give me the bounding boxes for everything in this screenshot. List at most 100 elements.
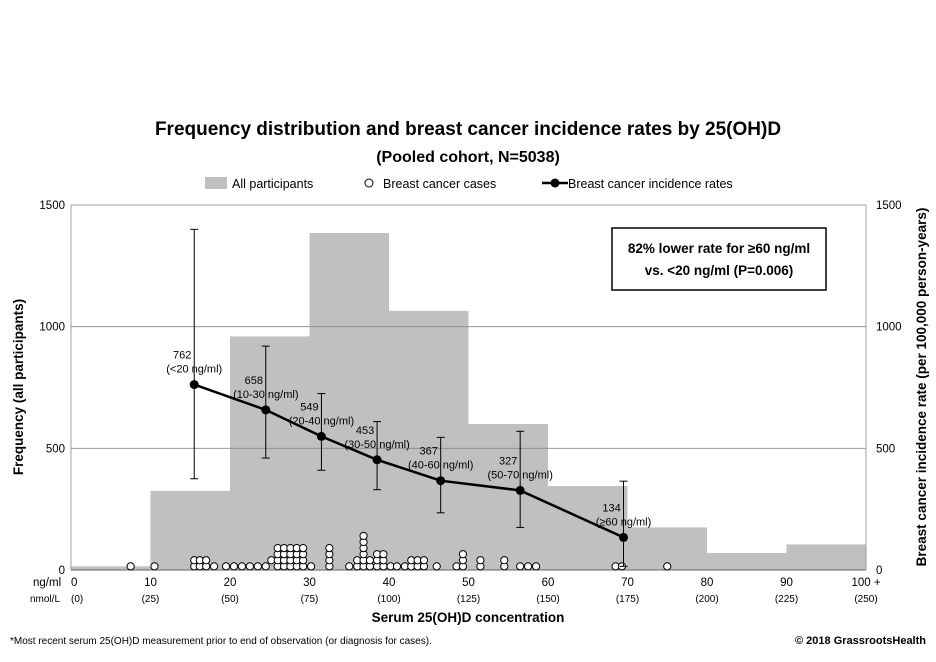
x-tick-nmol-5: (125) bbox=[457, 594, 480, 605]
case-marker-67 bbox=[432, 562, 441, 571]
incidence-value-4: 367 bbox=[419, 446, 437, 458]
chart-subtitle: (Pooled cohort, N=5038) bbox=[376, 149, 560, 166]
incidence-value-0: 762 bbox=[173, 350, 191, 362]
y-tick-left-0: 0 bbox=[59, 565, 65, 577]
incidence-point-6 bbox=[619, 532, 629, 542]
x-tick-1: 10 bbox=[144, 577, 157, 589]
y-axis-title-left: Frequency (all participants) bbox=[11, 299, 26, 475]
case-marker-73 bbox=[476, 556, 485, 565]
incidence-value-3: 453 bbox=[356, 425, 374, 437]
x-tick-nmol-0: (0) bbox=[71, 594, 83, 605]
legend-label-cases: Breast cancer cases bbox=[383, 177, 496, 191]
histogram-bar-2 bbox=[230, 336, 310, 570]
histogram-bar-3 bbox=[309, 232, 389, 570]
y-tick-right-3: 1500 bbox=[876, 200, 902, 212]
x-tick-nmol-3: (75) bbox=[301, 594, 319, 605]
x-tick-nmol-9: (225) bbox=[775, 594, 798, 605]
y-tick-left-2: 1000 bbox=[39, 322, 65, 334]
incidence-point-2 bbox=[316, 431, 326, 441]
case-marker-49 bbox=[359, 531, 368, 541]
x-tick-2: 20 bbox=[224, 577, 237, 589]
case-marker-9 bbox=[221, 562, 231, 571]
x-tick-nmol-4: (100) bbox=[377, 594, 400, 605]
case-marker-75 bbox=[500, 556, 509, 565]
y-axis-title-right: Breast cancer incidence rate (per 100,00… bbox=[914, 208, 929, 567]
legend-marker-rates bbox=[550, 178, 560, 188]
incidence-value-2: 549 bbox=[300, 401, 318, 413]
x-tick-9: 90 bbox=[780, 577, 793, 589]
x-alt-unit-label: nmol/L bbox=[30, 594, 60, 605]
x-tick-8: 80 bbox=[701, 577, 714, 589]
case-marker-76 bbox=[516, 562, 525, 571]
case-marker-1 bbox=[150, 562, 159, 571]
histogram-bar-9 bbox=[786, 544, 866, 570]
histogram-bar-4 bbox=[389, 310, 469, 570]
case-marker-57 bbox=[379, 550, 388, 559]
x-tick-nmol-2: (50) bbox=[221, 594, 239, 605]
annotation-border bbox=[611, 227, 827, 291]
y-tick-left-1: 500 bbox=[46, 443, 65, 455]
incidence-point-0 bbox=[189, 380, 199, 390]
incidence-point-1 bbox=[261, 405, 271, 415]
x-unit-label: ng/ml bbox=[33, 577, 61, 589]
incidence-range-4: (40-60 ng/ml) bbox=[408, 460, 473, 472]
case-marker-11 bbox=[237, 562, 247, 571]
case-marker-14 bbox=[261, 562, 270, 571]
annotation-line-2: vs. <20 ng/ml (P=0.006) bbox=[645, 263, 794, 278]
incidence-range-1: (10-30 ng/ml) bbox=[233, 389, 298, 401]
x-tick-nmol-1: (25) bbox=[142, 594, 160, 605]
case-marker-40 bbox=[325, 544, 334, 553]
incidence-range-5: (50-70 ng/ml) bbox=[487, 469, 552, 481]
x-tick-4: 40 bbox=[383, 577, 396, 589]
case-marker-77 bbox=[524, 562, 533, 571]
case-marker-8 bbox=[210, 562, 219, 571]
case-marker-81 bbox=[663, 562, 672, 571]
case-marker-51 bbox=[365, 556, 375, 565]
x-tick-nmol-10: (250) bbox=[854, 594, 877, 605]
case-marker-59 bbox=[392, 562, 402, 571]
x-tick-6: 60 bbox=[542, 577, 555, 589]
incidence-range-0: (<20 ng/ml) bbox=[166, 364, 222, 376]
histogram-bar-8 bbox=[707, 552, 787, 570]
incidence-point-3 bbox=[372, 455, 382, 465]
legend-marker-cases bbox=[364, 178, 374, 188]
y-tick-right-2: 1000 bbox=[876, 322, 902, 334]
case-marker-10 bbox=[229, 562, 239, 571]
x-axis-title: Serum 25(OH)D concentration bbox=[372, 610, 565, 625]
incidence-range-3: (30-50 ng/ml) bbox=[344, 439, 409, 451]
legend-swatch-histogram bbox=[205, 177, 227, 189]
case-marker-12 bbox=[245, 562, 254, 571]
x-tick-5: 50 bbox=[462, 577, 475, 589]
case-marker-35 bbox=[299, 544, 308, 553]
incidence-value-6: 134 bbox=[602, 502, 620, 514]
copyright: © 2018 GrassrootsHealth bbox=[795, 635, 926, 647]
x-tick-0: 0 bbox=[71, 577, 77, 589]
case-marker-41 bbox=[345, 562, 354, 571]
y-tick-right-0: 0 bbox=[876, 565, 882, 577]
x-tick-7: 70 bbox=[621, 577, 634, 589]
legend: All participants Breast cancer cases Bre… bbox=[205, 177, 733, 191]
histogram-bar-6 bbox=[548, 486, 628, 570]
case-marker-7 bbox=[202, 556, 211, 565]
y-tick-left-3: 1500 bbox=[39, 200, 65, 212]
x-tick-nmol-8: (200) bbox=[695, 594, 718, 605]
annotation-box: 82% lower rate for ≥60 ng/ml vs. <20 ng/… bbox=[611, 227, 827, 291]
incidence-point-4 bbox=[436, 476, 446, 486]
incidence-range-6: (≥60 ng/ml) bbox=[596, 516, 652, 528]
case-marker-71 bbox=[458, 550, 468, 559]
case-marker-0 bbox=[126, 562, 135, 571]
footnote: *Most recent serum 25(OH)D measurement p… bbox=[10, 636, 432, 647]
histogram-bar-1 bbox=[150, 490, 230, 570]
chart-title: Frequency distribution and breast cancer… bbox=[155, 119, 781, 140]
annotation-line-1: 82% lower rate for ≥60 ng/ml bbox=[628, 241, 810, 256]
x-tick-nmol-6: (150) bbox=[536, 594, 559, 605]
x-tick-3: 30 bbox=[303, 577, 316, 589]
case-marker-36 bbox=[306, 562, 316, 571]
histogram-bar-0 bbox=[71, 566, 151, 570]
y-tick-right-1: 500 bbox=[876, 443, 895, 455]
incidence-point-5 bbox=[515, 485, 525, 495]
legend-label-histogram: All participants bbox=[232, 177, 313, 191]
incidence-value-1: 658 bbox=[245, 375, 263, 387]
